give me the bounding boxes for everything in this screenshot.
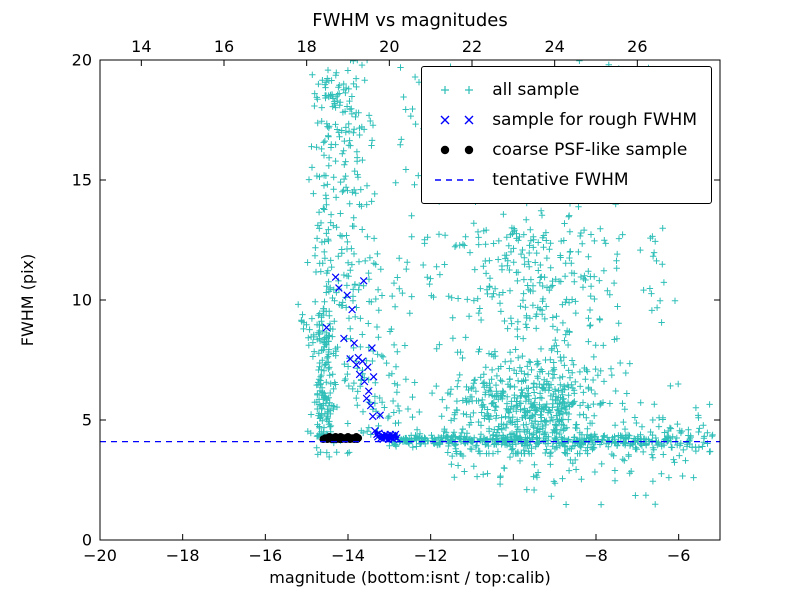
dashed-line-icon — [435, 179, 480, 181]
legend-item-rough-fwhm: sample for rough FWHM — [432, 105, 697, 135]
svg-text:−14: −14 — [331, 546, 365, 565]
svg-text:20: 20 — [72, 51, 92, 70]
legend-label: tentative FWHM — [492, 170, 629, 190]
svg-text:0: 0 — [82, 531, 92, 550]
svg-text:−16: −16 — [248, 546, 282, 565]
legend-label: sample for rough FWHM — [492, 110, 697, 130]
dot-marker-icon — [441, 145, 474, 155]
svg-text:18: 18 — [296, 37, 316, 56]
legend-label: coarse PSF-like sample — [492, 140, 688, 160]
cross-marker-icon — [440, 115, 474, 125]
plot-axes: −20 −18 −16 −14 −12 −10 −8 −6 14 16 18 20 22 24 26 0 5 10… — [72, 37, 721, 565]
svg-text:−6: −6 — [667, 546, 691, 565]
svg-text:16: 16 — [214, 37, 234, 56]
svg-text:−20: −20 — [83, 546, 117, 565]
plus-marker-icon — [441, 86, 474, 94]
svg-text:−10: −10 — [496, 546, 530, 565]
plot-data-area — [100, 60, 720, 508]
y-axis-label: FWHM (pix) — [18, 253, 37, 347]
svg-text:−18: −18 — [166, 546, 200, 565]
legend: all sample sample for rough FWHM coarse … — [421, 66, 712, 204]
svg-text:15: 15 — [72, 171, 92, 190]
svg-text:14: 14 — [131, 37, 151, 56]
svg-text:−12: −12 — [414, 546, 448, 565]
svg-text:22: 22 — [462, 37, 482, 56]
all-sample-points — [295, 60, 716, 508]
svg-text:10: 10 — [72, 291, 92, 310]
svg-text:26: 26 — [627, 37, 647, 56]
legend-item-all-sample: all sample — [432, 75, 697, 105]
legend-label: all sample — [492, 80, 580, 100]
rough-fwhm-points — [322, 273, 401, 444]
svg-text:24: 24 — [544, 37, 564, 56]
x-axis-label: magnitude (bottom:isnt / top:calib) — [269, 568, 551, 587]
legend-item-tentative-fwhm: tentative FWHM — [432, 165, 697, 195]
svg-text:20: 20 — [379, 37, 399, 56]
svg-text:−8: −8 — [584, 546, 608, 565]
legend-item-psf-like: coarse PSF-like sample — [432, 135, 697, 165]
svg-text:5: 5 — [82, 411, 92, 430]
chart-title: FWHM vs magnitudes — [312, 10, 508, 31]
